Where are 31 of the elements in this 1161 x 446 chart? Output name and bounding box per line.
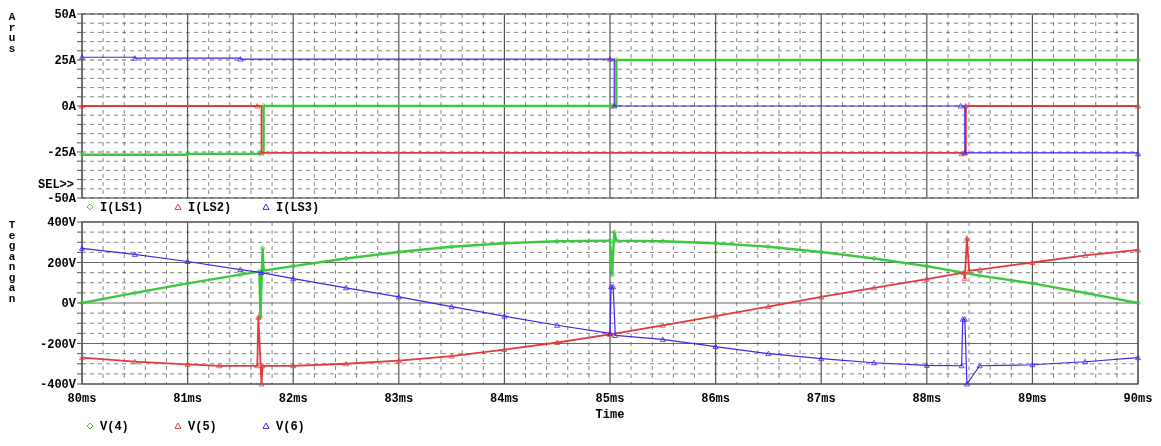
x-tick-label: 83ms	[384, 392, 414, 406]
x-tick-label: 88ms	[912, 392, 942, 406]
y-tick-label: 0A	[61, 100, 77, 115]
y-tick-label: 0V	[61, 297, 77, 312]
legend-label: V(6)	[276, 420, 305, 434]
y-axis-title: Arus	[8, 11, 16, 55]
legend-label: I(LS3)	[276, 201, 320, 215]
x-tick-label: 89ms	[1017, 392, 1047, 406]
x-tick-label: 84ms	[489, 392, 519, 406]
x-tick-label: 87ms	[806, 392, 836, 406]
legend-label: V(4)	[100, 420, 129, 434]
legend-label: I(LS2)	[188, 201, 232, 215]
y-axis-title: Tegangan	[8, 219, 16, 305]
y-tick-label: -50A	[47, 192, 77, 207]
legend-label: I(LS1)	[100, 201, 144, 215]
x-tick-label: 90ms	[1123, 392, 1153, 406]
legend-label: V(5)	[188, 420, 217, 434]
y-tick-label: -25A	[47, 146, 77, 161]
x-tick-label: 80ms	[67, 392, 97, 406]
x-tick-label: 85ms	[595, 392, 625, 406]
y-tick-label: 200V	[47, 256, 77, 271]
x-axis-title: Time	[595, 408, 625, 422]
y-tick-label: -400V	[39, 378, 77, 393]
y-tick-label: -200V	[39, 337, 77, 352]
text: SEL>>	[37, 178, 74, 192]
y-tick-label: 50A	[54, 8, 77, 23]
x-tick-label: 86ms	[701, 392, 731, 406]
y-tick-label: 400V	[47, 216, 77, 231]
y-tick-label: 25A	[54, 54, 77, 69]
x-tick-label: 81ms	[173, 392, 203, 406]
x-tick-label: 82ms	[278, 392, 308, 406]
